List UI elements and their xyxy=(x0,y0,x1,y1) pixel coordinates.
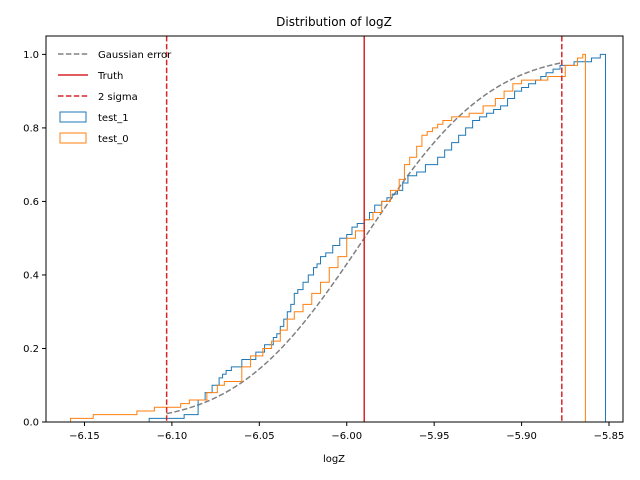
x-tick-label: −6.00 xyxy=(331,431,362,442)
legend-label-2-sigma: 2 sigma xyxy=(98,92,138,103)
x-tick-label: −5.85 xyxy=(594,431,625,442)
y-tick-label: 0.8 xyxy=(23,123,39,134)
legend-swatch-test-1 xyxy=(59,111,87,123)
plot-frame xyxy=(45,35,624,423)
y-tick-label: 0.4 xyxy=(23,270,39,281)
x-tick-label: −6.05 xyxy=(244,431,275,442)
y-tick-label: 0.0 xyxy=(23,418,39,429)
x-tick-label: −6.15 xyxy=(69,431,100,442)
legend-swatch-test-0 xyxy=(59,132,87,144)
x-axis-title: logZ xyxy=(323,454,345,465)
legend-label-truth: Truth xyxy=(97,71,123,82)
y-tick-label: 0.2 xyxy=(23,344,39,355)
y-tick-label: 0.6 xyxy=(23,197,39,208)
x-tick-label: −5.95 xyxy=(419,431,450,442)
chart-title: Distribution of logZ xyxy=(276,15,392,29)
y-axis: 0.0 0.2 0.4 0.6 0.8 1.0 xyxy=(23,50,46,429)
legend-label-test-0: test_0 xyxy=(98,134,129,145)
legend-label-test-1: test_1 xyxy=(98,113,129,124)
x-tick-label: −5.90 xyxy=(506,431,537,442)
x-axis: −6.15 −6.10 −6.05 −6.00 −5.95 −5.90 −5.85 xyxy=(69,422,624,442)
legend-label-gaussian-error: Gaussian error xyxy=(98,50,172,61)
series-test-0-step xyxy=(69,53,586,422)
legend: Gaussian error Truth 2 sigma test_1 test_0 xyxy=(58,50,172,145)
x-tick-label: −6.10 xyxy=(157,431,188,442)
plot-area xyxy=(69,36,607,422)
y-tick-label: 1.0 xyxy=(23,50,39,61)
